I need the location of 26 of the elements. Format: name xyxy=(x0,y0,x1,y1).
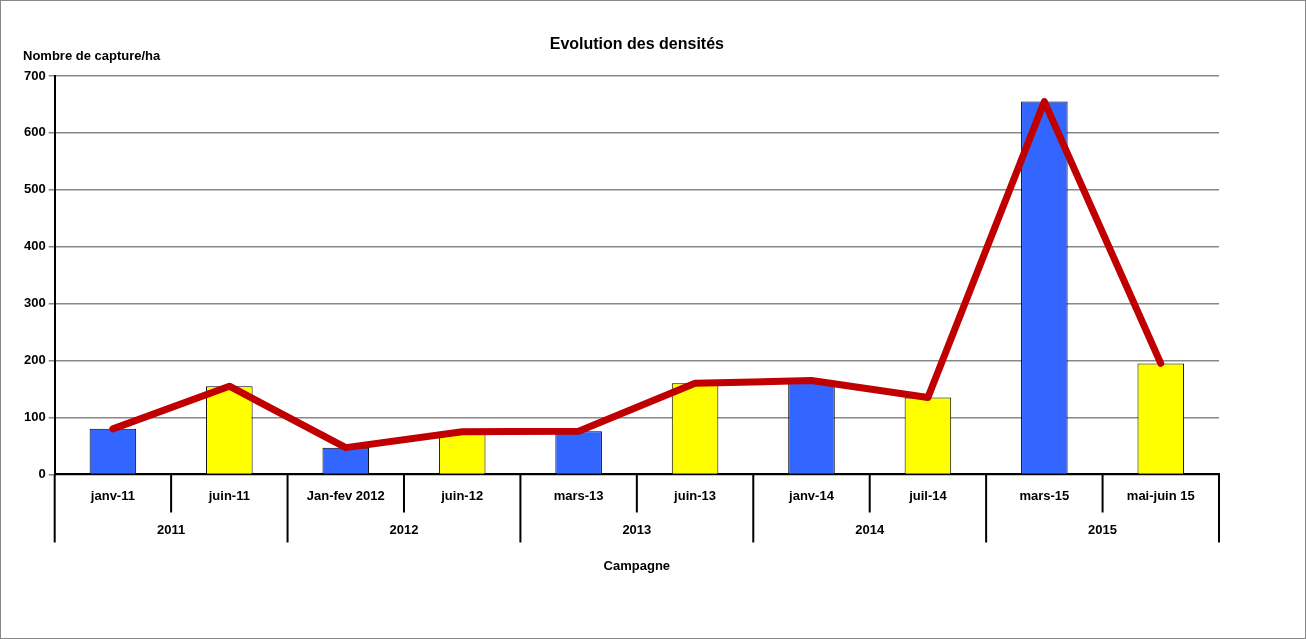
x-tick-label: mars-15 xyxy=(1019,487,1070,503)
x-tick-label: juil-14 xyxy=(908,487,948,503)
y-tick-label: 300 xyxy=(23,295,46,311)
y-tick-label: 600 xyxy=(23,124,46,140)
x-tick-label: janv-14 xyxy=(788,487,835,503)
text: 2014 xyxy=(855,521,885,537)
x-tick-label: juin-13 xyxy=(673,487,717,503)
y-tick-label: 500 xyxy=(23,181,46,197)
x-tick-label: mai-juin 15 xyxy=(1126,487,1195,503)
x-tick-label: janv-11 xyxy=(89,487,135,503)
x-tick-label: juin-12 xyxy=(440,487,484,503)
y-tick-label: 0 xyxy=(38,465,46,481)
chart-title: Evolution des densités xyxy=(549,35,725,53)
x-tick-label: mars-13 xyxy=(553,487,604,503)
y-tick-label: 700 xyxy=(23,67,46,83)
x-axis-title: Campagne xyxy=(603,557,671,573)
y-tick-label: 200 xyxy=(23,352,46,368)
text: 2011 xyxy=(157,521,186,537)
y-tick-label: 100 xyxy=(23,409,46,425)
y-axis-title: Nombre de capture/ha xyxy=(23,47,162,63)
text: 2015 xyxy=(1088,521,1118,537)
y-tick-label: 400 xyxy=(23,238,46,254)
x-tick-label: juin-11 xyxy=(207,487,250,503)
text: 2013 xyxy=(622,521,652,537)
text: 2012 xyxy=(389,521,419,537)
x-tick-label: Jan-fev 2012 xyxy=(306,487,385,503)
